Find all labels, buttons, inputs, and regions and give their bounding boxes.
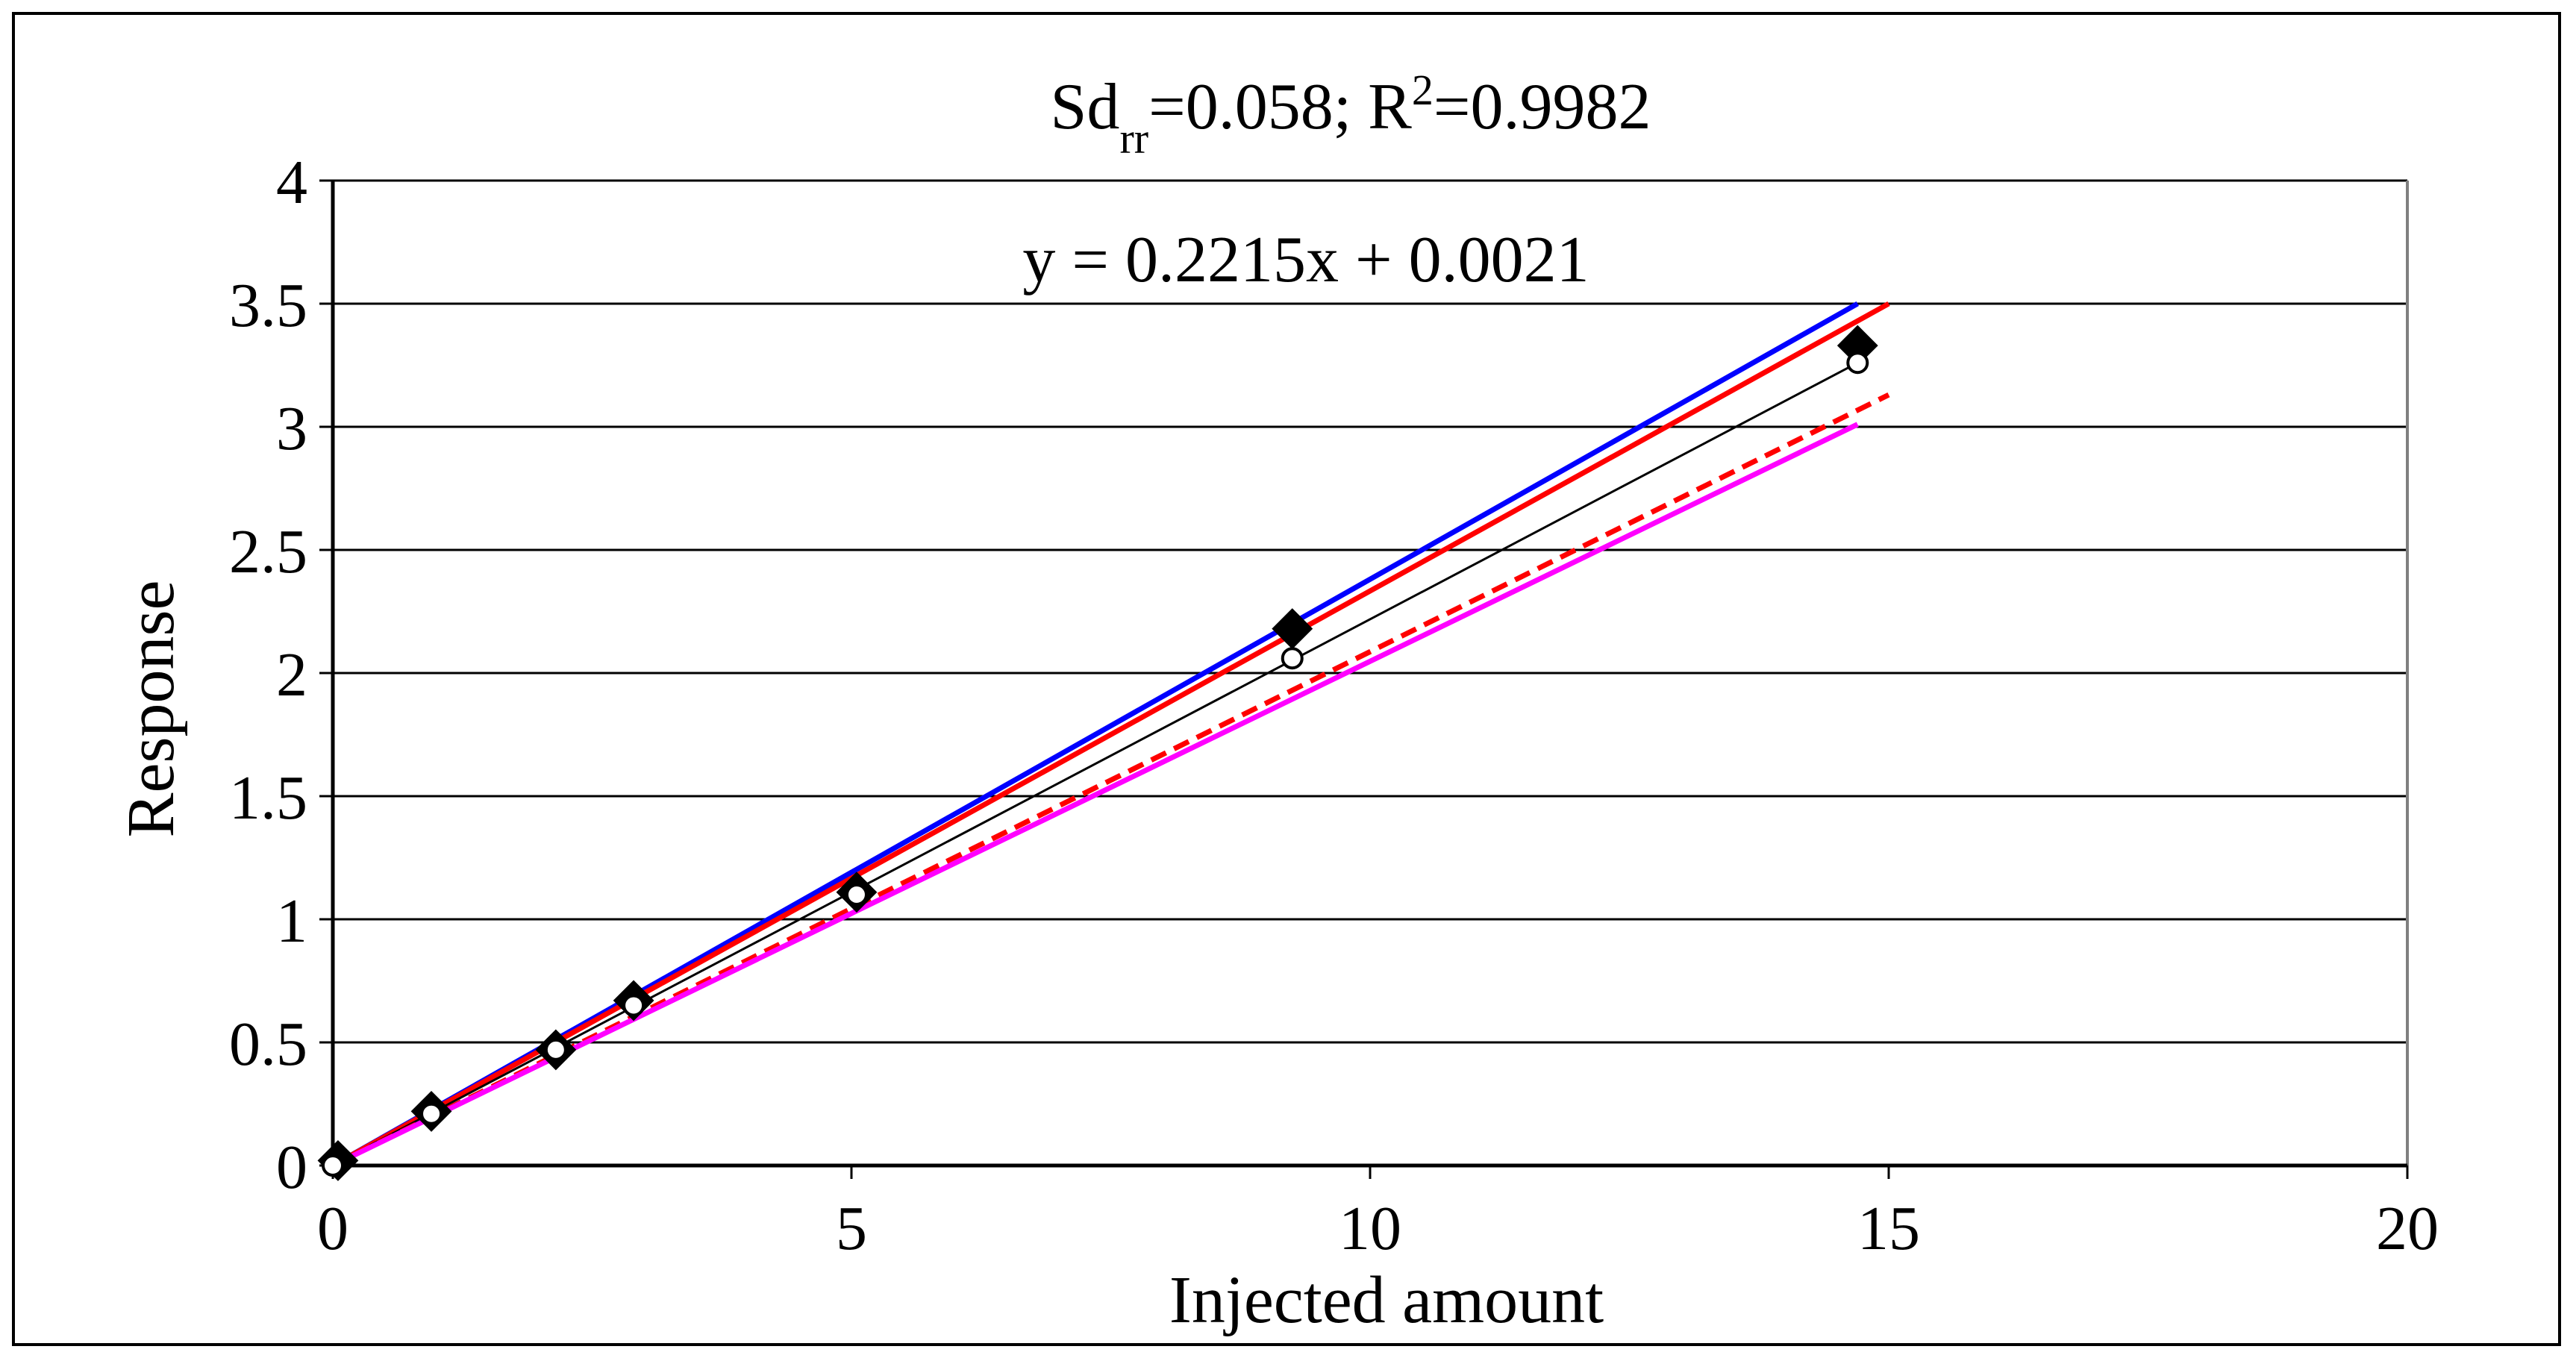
tick-labels: 0 0.5 1 1.5 2 2.5 3 3.5 4 0 5 10 15 20 bbox=[229, 148, 2439, 1263]
line-regression bbox=[332, 361, 1858, 1166]
title-subscript: rr bbox=[1119, 114, 1148, 163]
chart-title: Sdrr=0.058; R2=0.9982 bbox=[1050, 66, 1651, 163]
x-axis-label: Injected amount bbox=[1169, 1263, 1604, 1337]
marker-circle bbox=[1281, 647, 1304, 670]
y-tick-label: 0 bbox=[276, 1133, 307, 1202]
x-tick-label: 5 bbox=[836, 1194, 867, 1263]
y-tick-label: 2 bbox=[276, 640, 307, 710]
marker-circle bbox=[1846, 351, 1869, 375]
x-tick-label: 0 bbox=[317, 1194, 348, 1263]
marker-circle bbox=[845, 883, 868, 906]
y-tick-label: 1.5 bbox=[229, 763, 307, 833]
y-axis-label: Response bbox=[114, 581, 188, 838]
x-tick-label: 15 bbox=[1857, 1194, 1920, 1263]
marker-circle bbox=[420, 1102, 443, 1125]
x-tick-label: 10 bbox=[1339, 1194, 1401, 1263]
series-lines bbox=[331, 301, 1890, 1168]
y-tick-label: 3 bbox=[276, 394, 307, 463]
y-tick-label: 4 bbox=[276, 148, 307, 217]
line-lower-limit bbox=[331, 422, 1859, 1168]
title-superscript: 2 bbox=[1412, 66, 1434, 114]
axes bbox=[319, 179, 2409, 1179]
marker-circle bbox=[544, 1038, 567, 1061]
x-tick-label: 20 bbox=[2376, 1194, 2439, 1263]
marker-circle bbox=[622, 994, 645, 1017]
title-main: Sd bbox=[1050, 71, 1119, 143]
y-tick-label: 0.5 bbox=[229, 1010, 307, 1079]
y-tick-label: 2.5 bbox=[229, 517, 307, 586]
line-upper-prediction bbox=[331, 301, 1890, 1168]
data-markers bbox=[317, 325, 1878, 1181]
y-tick-label: 3.5 bbox=[229, 271, 307, 340]
title-mid: =0.058; R bbox=[1148, 71, 1412, 143]
y-tick-label: 1 bbox=[276, 886, 307, 956]
chart-frame bbox=[12, 12, 2561, 1346]
marker-circle bbox=[322, 1154, 344, 1177]
title-end: =0.9982 bbox=[1434, 71, 1651, 143]
gridlines bbox=[333, 179, 2407, 1044]
regression-equation: y = 0.2215x + 0.0021 bbox=[1022, 224, 1589, 296]
